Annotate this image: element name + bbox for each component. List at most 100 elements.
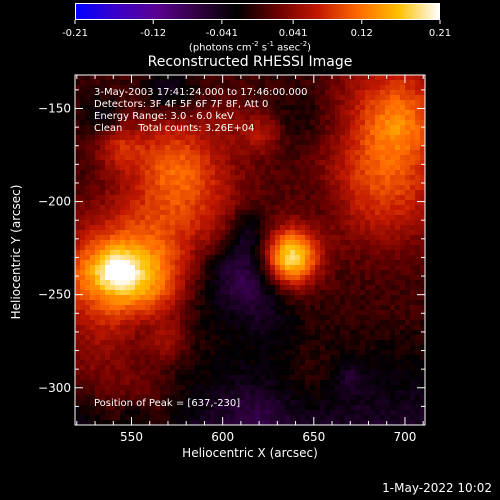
heatmap-cell [80,245,86,251]
heatmap-cell [80,135,86,141]
heatmap-cell [170,245,176,251]
heatmap-cell [350,100,356,106]
heatmap-cell [295,85,301,91]
heatmap-cell [405,315,411,321]
heatmap-cell [170,350,176,356]
heatmap-cell [240,195,246,201]
heatmap-cell [325,420,331,426]
heatmap-cell [390,340,396,346]
heatmap-cell [185,270,191,276]
heatmap-cell [275,255,281,261]
heatmap-cell [180,135,186,141]
heatmap-cell [230,145,236,151]
heatmap-cell [235,385,241,391]
heatmap-cell [325,250,331,256]
heatmap-cell [95,190,101,196]
heatmap-cell [125,305,131,311]
heatmap-cell [325,405,331,411]
heatmap-cell [245,160,251,166]
heatmap-cell [400,255,406,261]
heatmap-cell [230,255,236,261]
heatmap-cell [80,240,86,246]
heatmap-cell [130,300,136,306]
heatmap-cell [150,315,156,321]
heatmap-cell [105,345,111,351]
heatmap-cell [150,285,156,291]
heatmap-cell [375,100,381,106]
heatmap-cell [165,85,171,91]
heatmap-cell [385,295,391,301]
heatmap-cell [135,165,141,171]
heatmap-cell [160,115,166,121]
heatmap-cell [140,260,146,266]
heatmap-cell [210,160,216,166]
heatmap-cell [405,140,411,146]
heatmap-cell [350,95,356,101]
heatmap-cell [400,105,406,111]
heatmap-cell [165,150,171,156]
heatmap-cell [195,405,201,411]
heatmap-cell [135,370,141,376]
heatmap-cell [210,380,216,386]
heatmap-cell [280,150,286,156]
heatmap-cell [400,310,406,316]
heatmap-cell [390,290,396,296]
heatmap-cell [305,150,311,156]
heatmap-cell [190,225,196,231]
heatmap-cell [415,215,421,221]
heatmap-cell [330,80,336,86]
heatmap-cell [320,125,326,131]
heatmap-cell [380,110,386,116]
heatmap-cell [370,80,376,86]
heatmap-cell [105,380,111,386]
heatmap-cell [325,295,331,301]
heatmap-cell [225,360,231,366]
heatmap-cell [300,370,306,376]
heatmap-cell [105,75,111,81]
heatmap-cell [320,310,326,316]
heatmap-cell [125,205,131,211]
heatmap-cell [215,285,221,291]
heatmap-cell [305,385,311,391]
heatmap-cell [310,85,316,91]
heatmap-cell [310,105,316,111]
heatmap-cell [145,130,151,136]
heatmap-cell [370,120,376,126]
heatmap-cell [280,160,286,166]
heatmap-cell [155,240,161,246]
heatmap-cell [335,100,341,106]
heatmap-cell [135,310,141,316]
heatmap-cell [75,250,81,256]
heatmap-cell [190,175,196,181]
heatmap-cell [340,315,346,321]
heatmap-cell [295,375,301,381]
heatmap-cell [345,405,351,411]
heatmap-cell [410,295,416,301]
heatmap-cell [300,165,306,171]
heatmap-cell [225,320,231,326]
heatmap-cell [100,260,106,266]
heatmap-cell [200,125,206,131]
heatmap-cell [325,120,331,126]
heatmap-cell [370,270,376,276]
heatmap-cell [290,150,296,156]
heatmap-cell [180,395,186,401]
heatmap-cell [355,405,361,411]
heatmap-cell [175,420,181,426]
heatmap-cell [130,365,136,371]
heatmap-cell [405,240,411,246]
heatmap-cell [340,160,346,166]
heatmap-cell [250,205,256,211]
heatmap-cell [380,400,386,406]
heatmap-cell [260,110,266,116]
heatmap-cell [330,270,336,276]
heatmap-cell [80,395,86,401]
heatmap-cell [205,345,211,351]
heatmap-cell [285,255,291,261]
heatmap-cell [120,215,126,221]
heatmap-cell [230,140,236,146]
heatmap-cell [155,415,161,421]
heatmap-cell [190,375,196,381]
heatmap-cell [225,355,231,361]
